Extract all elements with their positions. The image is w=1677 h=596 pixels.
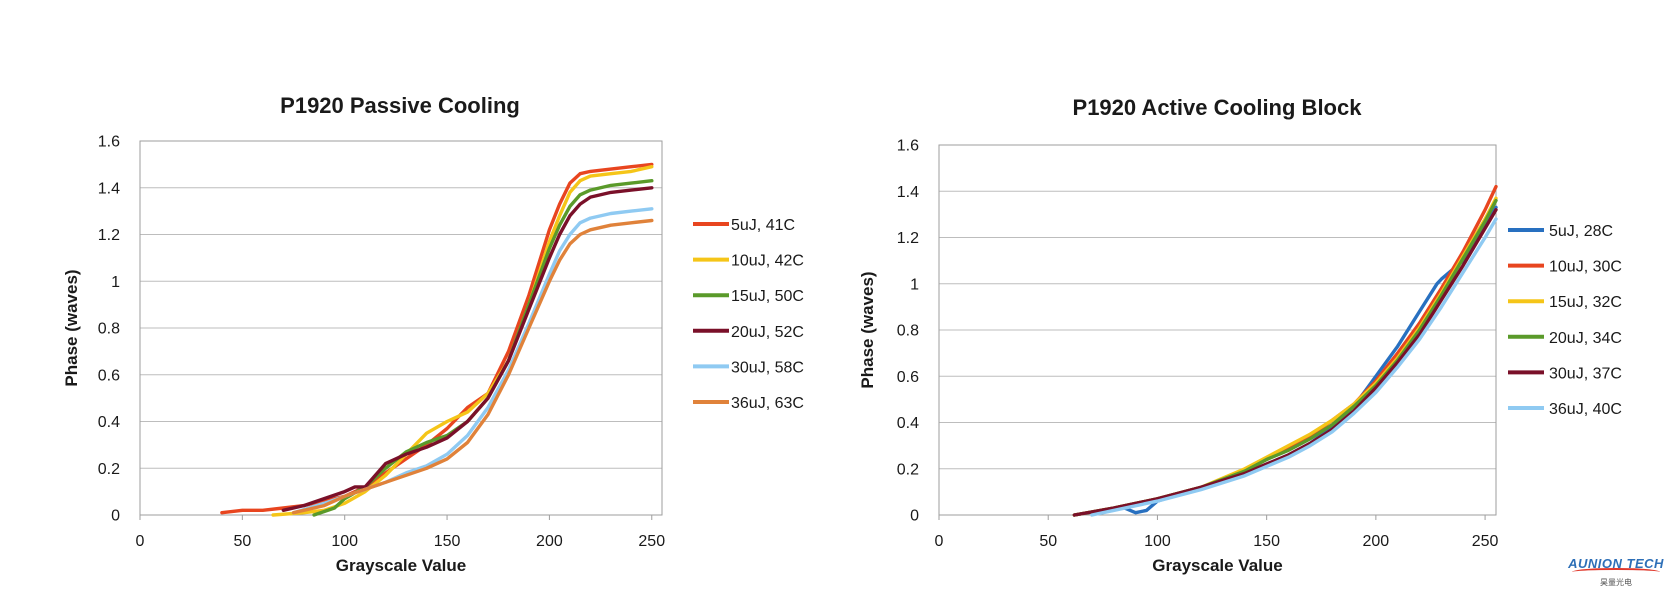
series-line-2	[271, 164, 654, 517]
y-tick-label: 0	[111, 508, 120, 525]
chart-passive-cooling: P1920 Passive Cooling 0 0.2 0.4 0.6 0.8 1 1.2 1.…	[62, 93, 804, 575]
y-tick-label: 0.8	[897, 323, 919, 340]
y-axis-label: Phase (waves)	[858, 271, 877, 388]
legend-label: 10uJ, 30C	[1549, 259, 1622, 276]
x-tick-label: 200	[536, 533, 563, 550]
x-tick-label: 250	[1472, 533, 1499, 550]
x-tick-label: 100	[331, 533, 358, 550]
y-axis-label: Phase (waves)	[62, 269, 81, 386]
y-tick-label: 0.8	[98, 321, 120, 338]
logo-sub-text: 昊量光电	[1600, 578, 1632, 587]
legend-label: 10uJ, 42C	[731, 253, 804, 270]
y-tick-label: 0.4	[98, 414, 120, 431]
plot-frame	[938, 144, 1497, 516]
legend-label: 15uJ, 32C	[1549, 294, 1622, 311]
y-tick-label: 1.6	[897, 138, 919, 155]
legend-label: 36uJ, 40C	[1549, 401, 1622, 418]
company-logo: AUNION TECH 昊量光电	[1566, 556, 1666, 592]
x-tick-label: 50	[233, 533, 251, 550]
x-tick-label: 0	[136, 533, 145, 550]
series-line-5	[291, 207, 654, 515]
x-axis-label: Grayscale Value	[1152, 556, 1282, 575]
series-line-3	[312, 178, 654, 517]
series-line-4	[281, 186, 654, 512]
legend-label: 30uJ, 58C	[731, 359, 804, 376]
x-tick-label: 50	[1039, 533, 1057, 550]
legend-label: 20uJ, 34C	[1549, 330, 1622, 347]
series-line-5	[1072, 208, 1498, 517]
chart-title: P1920 Passive Cooling	[280, 93, 520, 118]
x-tick-label: 0	[935, 533, 944, 550]
legend-label: 15uJ, 50C	[731, 288, 804, 305]
y-tick-label: 1	[910, 276, 919, 293]
y-tick-label: 1.2	[897, 230, 919, 247]
y-tick-label: 0.2	[98, 461, 120, 478]
series-line-4	[1072, 198, 1498, 517]
y-tick-label: 0.2	[897, 461, 919, 478]
series-line-6	[1090, 217, 1498, 517]
logo-brand-text: AUNION TECH	[1568, 556, 1664, 571]
legend-label: 20uJ, 52C	[731, 324, 804, 341]
x-axis-label: Grayscale Value	[336, 556, 466, 575]
legend-label: 36uJ, 63C	[731, 395, 804, 412]
legend-label: 5uJ, 41C	[731, 217, 795, 234]
x-tick-label: 100	[1144, 533, 1171, 550]
y-tick-label: 1.2	[98, 227, 120, 244]
y-tick-label: 1.4	[897, 184, 919, 201]
y-tick-label: 0.6	[897, 369, 919, 386]
y-tick-label: 0	[910, 508, 919, 525]
x-tick-label: 150	[1253, 533, 1280, 550]
x-tick-label: 250	[638, 533, 665, 550]
series-line-6	[291, 218, 654, 515]
y-tick-label: 0.4	[897, 415, 919, 432]
series-line-2	[1072, 184, 1498, 517]
y-tick-label: 0.6	[98, 367, 120, 384]
y-tick-label: 1	[111, 274, 120, 291]
x-tick-label: 200	[1363, 533, 1390, 550]
legend-label: 30uJ, 37C	[1549, 365, 1622, 382]
series-line-3	[1072, 196, 1498, 517]
y-tick-label: 1.6	[98, 134, 120, 151]
y-tick-label: 1.4	[98, 180, 120, 197]
chart-active-cooling-block: P1920 Active Cooling Block 0 0.2 0.4 0.6 0.8 1…	[858, 95, 1622, 575]
legend-label: 5uJ, 28C	[1549, 223, 1613, 240]
x-tick-label: 150	[434, 533, 461, 550]
logo-swoosh-icon	[1572, 568, 1660, 576]
chart-title: P1920 Active Cooling Block	[1073, 95, 1363, 120]
plot-frame	[139, 140, 663, 516]
